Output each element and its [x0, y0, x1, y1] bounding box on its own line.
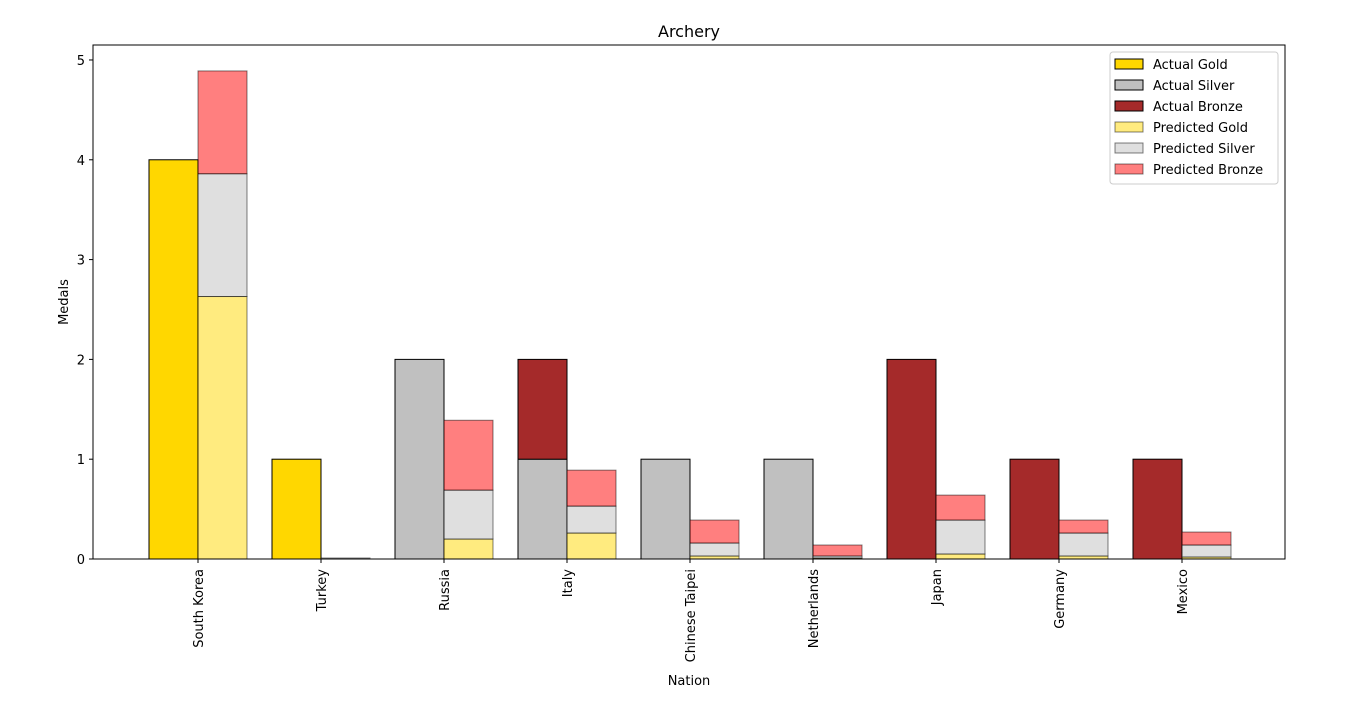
legend-swatch-actual-gold — [1114, 58, 1144, 70]
legend-label-predicted-gold: Predicted Gold — [1153, 121, 1248, 136]
bar-predicted-gold-russia — [443, 538, 494, 560]
y-tick-label: 3 — [77, 254, 85, 269]
bar-predicted-gold-japan — [935, 553, 986, 560]
y-tick-label: 2 — [77, 353, 85, 368]
bar-actual-gold-south-korea — [148, 159, 199, 560]
y-axis-label: Medals — [57, 279, 72, 325]
bar-actual-bronze-italy — [517, 358, 568, 460]
bar-actual-silver-chinese-taipei — [640, 458, 691, 560]
bar-predicted-bronze-mexico — [1181, 531, 1232, 546]
chart-title: Archery — [658, 22, 720, 41]
y-tick-label: 1 — [77, 453, 85, 468]
legend-label-actual-bronze: Actual Bronze — [1153, 100, 1243, 115]
y-tick-label: 0 — [77, 553, 85, 568]
bar-predicted-silver-italy — [566, 505, 617, 534]
x-tick-label-south-korea: South Korea — [192, 569, 207, 648]
bar-predicted-silver-russia — [443, 489, 494, 540]
bar-actual-gold-turkey — [271, 458, 322, 560]
bar-predicted-bronze-netherlands — [812, 544, 863, 557]
bar-predicted-bronze-italy — [566, 469, 617, 507]
x-axis-label: Nation — [668, 674, 711, 689]
bar-actual-silver-netherlands — [763, 458, 814, 560]
legend-swatch-predicted-bronze — [1114, 163, 1144, 175]
bar-predicted-bronze-japan — [935, 494, 986, 521]
axes-layer: 0 1 2 3 4 5 South Korea Turkey Russia Italy Chines… — [77, 44, 1286, 662]
legend-frame — [1109, 51, 1279, 185]
bar-actual-bronze-japan — [886, 358, 937, 560]
bar-predicted-silver-mexico — [1181, 544, 1232, 558]
legend-label-predicted-silver: Predicted Silver — [1153, 142, 1255, 157]
bar-predicted-bronze-south-korea — [197, 70, 248, 175]
y-tick-label: 5 — [77, 54, 85, 69]
x-tick-label-russia: Russia — [438, 569, 453, 611]
legend-label-actual-silver: Actual Silver — [1153, 79, 1235, 94]
bar-predicted-silver-japan — [935, 519, 986, 555]
legend: Actual Gold Actual Silver Actual Bronze Pre… — [1109, 51, 1279, 185]
x-tick-label-mexico: Mexico — [1176, 569, 1191, 614]
bar-predicted-silver-germany — [1058, 532, 1109, 557]
bar-predicted-silver-chinese-taipei — [689, 542, 740, 557]
bar-predicted-bronze-germany — [1058, 519, 1109, 534]
legend-label-actual-gold: Actual Gold — [1153, 58, 1228, 73]
bar-predicted-gold-south-korea — [197, 296, 248, 560]
x-tick-label-germany: Germany — [1053, 569, 1068, 629]
bar-actual-bronze-mexico — [1132, 458, 1183, 560]
x-tick-label-netherlands: Netherlands — [807, 569, 822, 648]
bar-predicted-bronze-russia — [443, 419, 494, 491]
legend-label-predicted-bronze: Predicted Bronze — [1153, 163, 1263, 178]
legend-swatch-predicted-silver — [1114, 142, 1144, 154]
bar-predicted-silver-south-korea — [197, 173, 248, 298]
y-tick-label: 4 — [77, 154, 85, 169]
legend-swatch-predicted-gold — [1114, 121, 1144, 133]
bar-actual-silver-italy — [517, 458, 568, 560]
bars-layer — [148, 70, 1232, 560]
x-tick-label-japan: Japan — [930, 569, 945, 606]
x-tick-label-turkey: Turkey — [315, 569, 330, 613]
bar-predicted-gold-italy — [566, 532, 617, 560]
x-tick-label-chinese-taipei: Chinese Taipei — [684, 569, 699, 662]
bar-actual-silver-russia — [394, 358, 445, 560]
bar-actual-bronze-germany — [1009, 458, 1060, 560]
legend-swatch-actual-bronze — [1114, 100, 1144, 112]
bar-predicted-bronze-chinese-taipei — [689, 519, 740, 544]
x-tick-label-italy: Italy — [561, 569, 576, 598]
legend-swatch-actual-silver — [1114, 79, 1144, 91]
plot-frame — [92, 44, 1286, 560]
